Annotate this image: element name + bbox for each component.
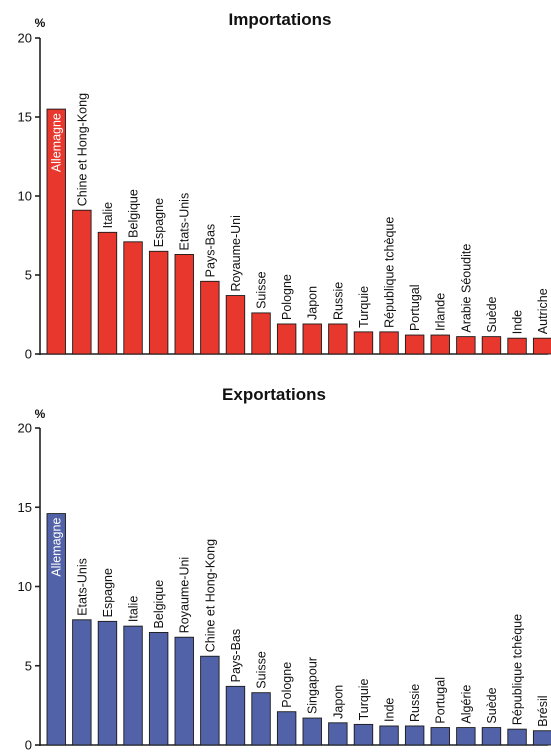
imports-bar bbox=[276, 323, 297, 355]
imports-chart: Importations % 0 5 10 15 20 Allemagne Chine et… bbox=[18, 10, 551, 362]
imports-bar-label: République tchèque bbox=[383, 217, 397, 328]
imports-bar-label: Suède bbox=[485, 296, 499, 332]
exports-bar bbox=[302, 717, 322, 746]
imports-bar-label: Belgique bbox=[127, 189, 141, 238]
imports-bar-label: Autriche bbox=[536, 288, 550, 334]
exports-bar bbox=[148, 632, 169, 746]
exports-bar-label: Italie bbox=[127, 596, 141, 622]
exports-bar bbox=[72, 619, 92, 746]
exports-y-tick-label: 20 bbox=[18, 421, 32, 436]
imports-bar bbox=[404, 334, 425, 355]
imports-y-tick-label: 15 bbox=[18, 110, 32, 125]
imports-bar-label: Chine et Hong-Kong bbox=[75, 93, 89, 206]
imports-chart-title: Importations bbox=[229, 10, 332, 29]
imports-bar bbox=[302, 323, 322, 355]
exports-y-tick-label: 15 bbox=[18, 500, 32, 515]
exports-bar bbox=[353, 723, 374, 746]
exports-chart-title: Exportations bbox=[222, 385, 326, 404]
imports-y-unit: % bbox=[35, 16, 46, 30]
imports-bar bbox=[379, 331, 399, 355]
imports-bar-label: Inde bbox=[511, 310, 525, 334]
imports-bar bbox=[46, 108, 66, 355]
imports-bar-label: Portugal bbox=[408, 284, 422, 331]
exports-bar-label: Royaume-Uni bbox=[178, 557, 192, 633]
imports-y-tick-label: 0 bbox=[25, 347, 32, 362]
exports-bar-label: Singapour bbox=[306, 657, 320, 714]
exports-bar-label: Brésil bbox=[536, 695, 550, 726]
exports-bar bbox=[456, 727, 476, 746]
imports-bar-label: Turquie bbox=[357, 286, 371, 328]
imports-bar bbox=[148, 250, 169, 355]
imports-bar-label: Arabie Séoudite bbox=[459, 244, 473, 333]
exports-bar bbox=[430, 727, 450, 746]
exports-bar-label: Japon bbox=[331, 685, 345, 719]
imports-bar-label: Japon bbox=[306, 286, 320, 320]
imports-bar bbox=[200, 280, 220, 355]
exports-bar bbox=[379, 725, 399, 746]
imports-bar bbox=[532, 337, 551, 355]
exports-bar-label: Belgique bbox=[152, 580, 166, 629]
imports-bar-label: Russie bbox=[331, 282, 345, 320]
imports-bar bbox=[97, 231, 118, 355]
exports-bars: 0 5 10 15 20 Allemagne Etats-Unis Espagne Italie… bbox=[18, 421, 551, 753]
exports-bar bbox=[507, 728, 527, 746]
exports-bar-label: Turquie bbox=[357, 678, 371, 720]
imports-bar bbox=[225, 295, 246, 355]
exports-bar bbox=[276, 711, 297, 746]
imports-bar bbox=[481, 336, 502, 355]
exports-bar bbox=[328, 722, 348, 746]
exports-bar-label: Portugal bbox=[434, 677, 448, 724]
imports-y-tick-label: 5 bbox=[25, 268, 32, 283]
imports-bar bbox=[174, 254, 194, 355]
exports-bar bbox=[251, 692, 271, 746]
exports-bar bbox=[46, 513, 66, 746]
imports-bars: 0 5 10 15 20 Allemagne Chine et Hong-Kong Itali… bbox=[18, 31, 551, 362]
imports-y-tick-label: 20 bbox=[18, 31, 32, 46]
imports-y-tick-label: 10 bbox=[18, 189, 32, 204]
imports-bar-label: Espagne bbox=[152, 198, 166, 247]
exports-bar-label: Algérie bbox=[459, 685, 473, 724]
exports-y-tick-label: 0 bbox=[25, 738, 32, 753]
imports-bar bbox=[430, 334, 450, 355]
imports-bar bbox=[251, 312, 271, 355]
exports-bar-label: Pologne bbox=[280, 662, 294, 708]
imports-bar-label: Irlande bbox=[434, 293, 448, 331]
imports-bar-label: Etats-Unis bbox=[178, 193, 192, 251]
exports-bar bbox=[97, 620, 118, 746]
exports-bar-label: Suède bbox=[485, 687, 499, 723]
exports-bar bbox=[200, 655, 220, 746]
imports-bar-label: Suisse bbox=[255, 271, 269, 309]
exports-bar bbox=[174, 636, 194, 746]
exports-bar-label: Etats-Unis bbox=[75, 558, 89, 616]
exports-bar-label: Suisse bbox=[255, 651, 269, 689]
exports-bar-label: Pays-Bas bbox=[229, 629, 243, 683]
imports-bar-label: Allemagne bbox=[50, 113, 64, 172]
exports-bar-label: Inde bbox=[383, 698, 397, 722]
imports-bar bbox=[328, 323, 348, 355]
exports-bar bbox=[404, 725, 425, 746]
exports-bar bbox=[481, 727, 502, 746]
imports-bar bbox=[72, 209, 92, 355]
exports-bar-label: Russie bbox=[408, 684, 422, 722]
imports-bar bbox=[123, 241, 143, 355]
exports-chart: Exportations % 0 5 10 15 20 Allemagne Etats-Un… bbox=[18, 385, 551, 753]
imports-bar-label: Pays-Bas bbox=[203, 224, 217, 278]
imports-bar-label: Pologne bbox=[280, 274, 294, 320]
exports-bar-label: Espagne bbox=[101, 568, 115, 617]
imports-bar bbox=[507, 337, 527, 355]
exports-bar-label: République tchèque bbox=[511, 614, 525, 725]
exports-y-unit: % bbox=[35, 407, 46, 421]
imports-bar-label: Royaume-Uni bbox=[229, 215, 243, 291]
exports-bar bbox=[123, 625, 143, 746]
imports-bar bbox=[353, 331, 374, 355]
exports-bar bbox=[532, 730, 551, 746]
exports-bar-label: Chine et Hong-Kong bbox=[203, 539, 217, 652]
exports-bar-label: Allemagne bbox=[50, 518, 64, 577]
imports-bar bbox=[456, 336, 476, 355]
exports-y-tick-label: 10 bbox=[18, 579, 32, 594]
imports-bar-label: Italie bbox=[101, 202, 115, 228]
exports-bar bbox=[225, 685, 246, 746]
exports-y-tick-label: 5 bbox=[25, 658, 32, 673]
